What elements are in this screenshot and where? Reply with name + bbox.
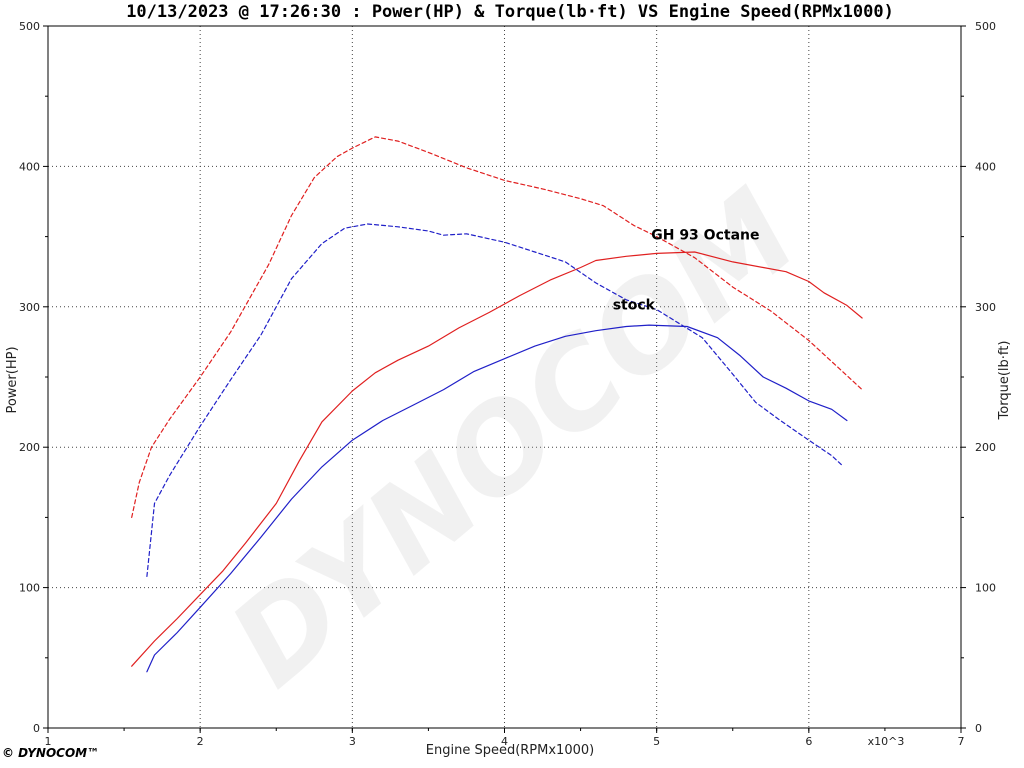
- x-multiplier-label: x10^3: [868, 735, 905, 748]
- y-tick-label-right: 400: [975, 160, 996, 173]
- y-axis-label-left: Power(HP): [5, 346, 20, 413]
- grid: [48, 26, 961, 728]
- x-tick-label: 6: [805, 735, 812, 748]
- brand-logo-text: © DYNOCOM™: [2, 746, 99, 760]
- annotations: GH 93 Octane stock: [613, 227, 760, 313]
- y-tick-label-left: 300: [19, 301, 40, 314]
- series-line-gh93-torque: [131, 136, 863, 518]
- series-line-gh93-power: [131, 251, 863, 667]
- y-tick-label-right: 300: [975, 301, 996, 314]
- y-tick-label-right: 100: [975, 582, 996, 595]
- y-tick-label-left: 400: [19, 160, 40, 173]
- x-tick-label: 7: [958, 735, 965, 748]
- x-tick-label: 1: [45, 735, 52, 748]
- x-tick-label: 2: [197, 735, 204, 748]
- series-annotation: stock: [613, 298, 656, 314]
- y-tick-label-right: 0: [975, 722, 982, 735]
- chart-title: 10/13/2023 @ 17:26:30 : Power(HP) & Torq…: [126, 2, 894, 22]
- series-group: [131, 136, 863, 673]
- y-tick-label-right: 500: [975, 20, 996, 33]
- x-tick-label: 4: [501, 735, 508, 748]
- y-tick-label-right: 200: [975, 441, 996, 454]
- watermark: DYNOCOM: [205, 164, 822, 713]
- y-tick-label-left: 0: [33, 722, 40, 735]
- series-annotation: GH 93 Octane: [651, 227, 759, 243]
- x-axis-label: Engine Speed(RPMx1000): [426, 743, 594, 758]
- y-tick-label-left: 100: [19, 582, 40, 595]
- y-axis-label-right: Torque(lb·ft): [997, 341, 1012, 421]
- x-tick-label: 3: [349, 735, 356, 748]
- y-tick-label-left: 500: [19, 20, 40, 33]
- x-tick-label: 5: [653, 735, 660, 748]
- y-tick-label-left: 200: [19, 441, 40, 454]
- series-line-stock-power: [146, 324, 848, 673]
- series-line-stock-torque: [146, 223, 843, 577]
